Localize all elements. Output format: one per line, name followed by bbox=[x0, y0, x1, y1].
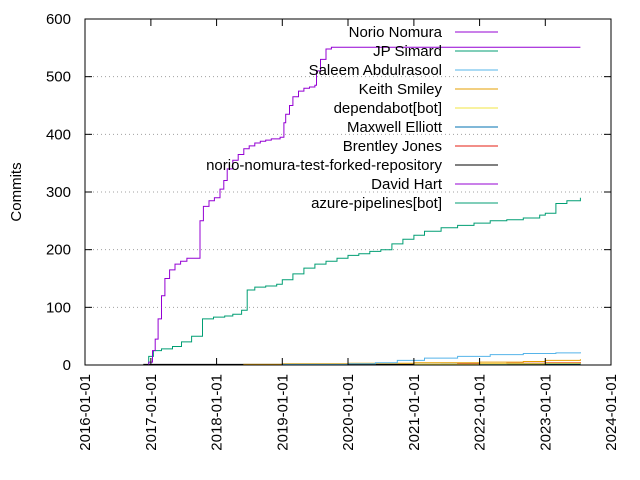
y-tick-label: 400 bbox=[46, 126, 71, 143]
y-axis-ticks: 0 100 200 300 400 500 600 bbox=[46, 11, 611, 374]
x-tick-label: 2016-01-01 bbox=[77, 374, 94, 451]
x-tick-label: 2023-01-01 bbox=[537, 374, 554, 451]
x-tick-label: 2018-01-01 bbox=[209, 374, 226, 451]
series-line bbox=[145, 46, 581, 366]
legend-label: Maxwell Elliott bbox=[347, 119, 443, 136]
legend-label: Norio Nomura bbox=[349, 24, 443, 41]
y-tick-label: 200 bbox=[46, 242, 71, 259]
x-tick-label: 2019-01-01 bbox=[274, 374, 291, 451]
legend: Norio Nomura JP Simard Saleem Abdulrasool K… bbox=[206, 24, 498, 212]
x-tick-label: 2017-01-01 bbox=[143, 374, 160, 451]
x-tick-label: 2021-01-01 bbox=[406, 374, 423, 451]
legend-label: JP Simard bbox=[373, 43, 442, 60]
y-tick-label: 300 bbox=[46, 184, 71, 201]
y-tick-label: 500 bbox=[46, 69, 71, 86]
legend-label: Saleem Abdulrasool bbox=[309, 62, 442, 79]
legend-label: norio-nomura-test-forked-repository bbox=[206, 157, 442, 174]
legend-label: Brentley Jones bbox=[343, 138, 442, 155]
legend-label: azure-pipelines[bot] bbox=[311, 195, 442, 212]
legend-label: dependabot[bot] bbox=[334, 100, 442, 117]
y-axis-label: Commits bbox=[8, 162, 25, 221]
x-tick-label: 2022-01-01 bbox=[472, 374, 489, 451]
y-tick-label: 600 bbox=[46, 11, 71, 28]
legend-label: Keith Smiley bbox=[359, 81, 443, 98]
x-tick-label: 2020-01-01 bbox=[340, 374, 357, 451]
x-tick-label: 2024-01-01 bbox=[603, 374, 620, 451]
y-tick-label: 100 bbox=[46, 299, 71, 316]
x-axis-ticks: 2016-01-01 2017-01-01 2018-01-01 2019-01-01… bbox=[77, 19, 620, 451]
y-tick-label: 0 bbox=[63, 357, 71, 374]
series-line bbox=[145, 197, 581, 366]
legend-label: David Hart bbox=[371, 176, 443, 193]
